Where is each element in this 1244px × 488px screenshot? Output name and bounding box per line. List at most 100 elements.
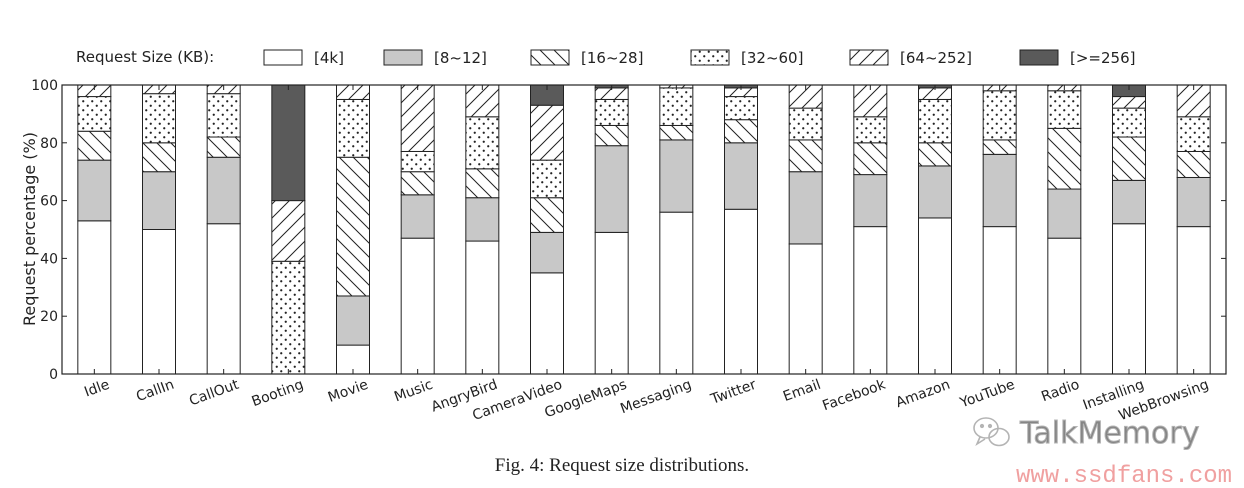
x-tick-label-movie: Movie [326,377,370,406]
bar-segment-movie-s3 [336,98,370,158]
x-tick-label-callin: CallIn [134,377,176,405]
bar-segment-youtube-s1 [982,153,1017,228]
bar-segment-webbrowsing-s2 [1176,150,1211,178]
bar-segment-installing-s2 [1112,136,1146,181]
bar-segment-installing-s0 [1112,223,1146,375]
figure-caption: Fig. 4: Request size distributions. [495,455,749,476]
bar-segment-idle-s0 [77,220,112,375]
x-tick-label-callout: CallOut [187,377,241,410]
bar-segment-messaging-s1 [659,139,694,213]
legend-label-2: [16~28] [581,49,643,67]
watermark: TalkMemory [973,416,1200,452]
bar-segment-callin-s2 [142,142,176,173]
bar-segment-amazon-s1 [918,165,952,219]
bar-segment-messaging-s0 [659,211,694,375]
bar-segment-youtube-s2 [982,139,1017,155]
bar-segment-music-s3 [400,150,435,173]
bar-segment-webbrowsing-s3 [1176,116,1211,152]
bar-segment-amazon-s3 [918,98,952,144]
x-tick-label-idle: Idle [82,377,111,401]
bar-segment-googlemaps-s1 [594,145,629,233]
bar-segment-messaging-s3 [659,87,694,126]
bar-segment-callin-s1 [142,171,176,230]
bar-segment-facebook-s2 [853,142,888,176]
x-tick-label-radio: Radio [1039,377,1081,405]
bar-segment-facebook-s0 [853,226,888,375]
bar-segment-angrybird-s4 [465,84,500,118]
bar-segment-messaging-s2 [659,124,694,141]
bar-segment-amazon-s0 [918,217,952,375]
bar-segment-webbrowsing-s0 [1176,226,1211,375]
bar-segment-callout-s2 [206,136,241,158]
bar-segment-installing-s4 [1112,96,1146,109]
bar-segment-angrybird-s1 [465,197,500,242]
bar-segment-email-s0 [788,243,823,375]
bar-segment-googlemaps-s0 [594,231,629,375]
x-tick-label-messaging: Messaging [618,377,693,417]
y-tick-label: 0 [49,367,58,383]
wechat-logo-icon [973,417,1010,447]
x-tick-label-email: Email [781,377,823,405]
bar-segment-twitter-s3 [724,96,758,121]
x-tick-label-facebook: Facebook [820,376,888,414]
bar-segment-cameravideo-s2 [530,197,564,233]
legend-swatch-5 [1019,49,1059,66]
bar-segment-radio-s2 [1047,127,1082,190]
bar-segment-booting-s4 [271,200,306,262]
plot-frame [61,84,1227,375]
bar-segment-facebook-s1 [853,174,888,228]
bar-segment-cameravideo-s4 [530,104,564,161]
bar-segment-booting-s5 [271,84,306,202]
bar-segment-idle-s2 [77,130,112,161]
x-tick-label-amazon: Amazon [894,377,953,411]
bar-segment-googlemaps-s3 [594,98,629,126]
legend-label-0: [4k] [314,49,344,67]
bar-segment-movie-s2 [336,156,370,297]
bar-segment-twitter-s1 [724,142,758,210]
bar-segment-music-s4 [400,84,435,152]
watermark-brand: TalkMemory [1019,416,1199,451]
y-tick-label: 40 [40,251,58,267]
bar-segment-booting-s3 [271,260,306,375]
bar-layer [77,84,1211,375]
legend: Request Size (KB): [4k] [8~12] [16~28] [32~… [76,48,1135,67]
bar-segment-callout-s3 [206,93,241,138]
bar-segment-installing-s3 [1112,107,1146,138]
legend-swatch-3 [690,49,730,66]
x-tick-label-booting: Booting [250,377,306,410]
bar-segment-angrybird-s0 [465,240,500,375]
bar-segment-installing-s1 [1112,179,1146,225]
bar-segment-callin-s0 [142,229,176,375]
bar-segment-webbrowsing-s4 [1176,84,1211,118]
bar-segment-webbrowsing-s1 [1176,176,1211,228]
x-tick-label-youtube: YouTube [957,377,1017,412]
bar-segment-music-s1 [400,194,435,239]
bar-segment-email-s3 [788,107,823,141]
bar-segment-cameravideo-s0 [530,272,564,375]
legend-swatch-2 [530,49,570,66]
bar-segment-angrybird-s2 [465,168,500,199]
bar-segment-cameravideo-s1 [530,231,564,274]
bar-segment-googlemaps-s2 [594,124,629,147]
bar-segment-email-s1 [788,171,823,245]
legend-label-5: [>=256] [1070,49,1135,67]
y-tick-label: 100 [31,78,58,94]
bar-segment-cameravideo-s3 [530,159,564,199]
watermark-url: www.ssdfans.com [1016,463,1232,488]
y-tick-label: 80 [40,136,58,152]
bar-segment-callin-s3 [142,93,176,144]
bar-segment-twitter-s0 [724,208,758,375]
y-tick-label: 20 [40,309,58,325]
y-axis-title: Request percentage (%) [20,132,39,326]
bar-segment-callout-s0 [206,223,241,375]
legend-label-1: [8~12] [434,49,487,67]
bar-segment-music-s0 [400,237,435,375]
legend-swatch-4 [849,49,889,66]
bar-segment-youtube-s3 [982,90,1017,141]
legend-title: Request Size (KB): [76,48,214,66]
bar-segment-angrybird-s3 [465,116,500,170]
y-tick-label: 60 [40,194,58,210]
bar-segment-radio-s1 [1047,188,1082,239]
bar-segment-radio-s0 [1047,237,1082,375]
